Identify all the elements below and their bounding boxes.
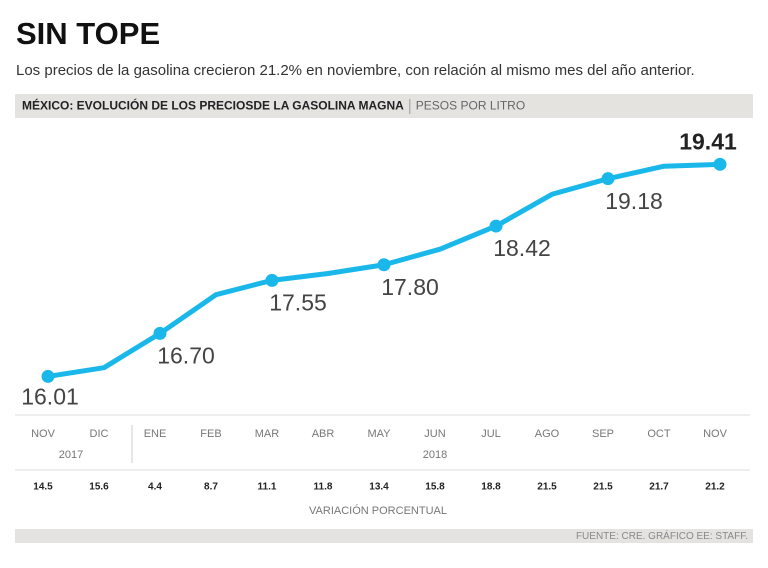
variation-value: 15.6 xyxy=(89,482,109,493)
data-label: 16.01 xyxy=(21,384,79,410)
header-bar xyxy=(15,94,753,118)
variation-title: VARIACIÓN PORCENTUAL xyxy=(309,504,447,517)
chart-title: SIN TOPE xyxy=(16,16,160,51)
x-tick-label: OCT xyxy=(647,428,671,440)
variation-value: 13.4 xyxy=(369,482,389,493)
data-point xyxy=(601,172,615,186)
data-point xyxy=(153,326,167,340)
variation-value: 11.1 xyxy=(258,482,277,493)
unit-label: PESOS POR LITRO xyxy=(416,99,525,113)
x-tick-label: DIC xyxy=(90,428,109,440)
data-label: 16.70 xyxy=(157,342,215,368)
x-tick-label: NOV xyxy=(703,428,728,440)
variation-value: 21.2 xyxy=(705,482,725,493)
year-label: 2018 xyxy=(423,449,447,461)
x-tick-label: MAY xyxy=(367,428,391,440)
data-point xyxy=(265,273,279,287)
variation-value: 11.8 xyxy=(314,482,333,493)
data-label: 17.80 xyxy=(381,274,439,300)
data-point xyxy=(489,219,503,233)
variation-value: 8.7 xyxy=(204,482,218,493)
x-tick-label: NOV xyxy=(31,428,56,440)
x-tick-label: AGO xyxy=(535,428,560,440)
footer-bar xyxy=(15,529,753,543)
variation-value: 18.8 xyxy=(481,482,501,493)
x-tick-label: JUN xyxy=(424,428,445,440)
data-point xyxy=(713,157,727,171)
x-tick-label: MAR xyxy=(255,428,280,440)
year-label: 2017 xyxy=(59,449,83,461)
variation-value: 21.7 xyxy=(649,482,669,493)
variation-value: 21.5 xyxy=(537,482,557,493)
data-label: 18.42 xyxy=(493,235,551,261)
header: MÉXICO: EVOLUCIÓN DE LOS PRECIOSDE LA GA… xyxy=(22,98,404,113)
variation-value: 15.8 xyxy=(425,482,445,493)
data-point xyxy=(41,369,55,383)
variation-value: 14.5 xyxy=(33,482,53,493)
data-point xyxy=(377,258,391,272)
source: FUENTE: CRE. GRÁFICO EE: STAFF. xyxy=(576,529,748,542)
x-tick-label: JUL xyxy=(481,428,501,440)
x-tick-label: SEP xyxy=(592,428,614,440)
x-tick-label: FEB xyxy=(200,428,221,440)
x-tick-label: ENE xyxy=(144,428,167,440)
x-tick-label: ABR xyxy=(312,428,335,440)
variation-value: 4.4 xyxy=(148,482,162,493)
data-label: 19.18 xyxy=(605,188,663,214)
data-label: 19.41 xyxy=(679,128,737,154)
subtitle: Los precios de la gasolina crecieron 21.… xyxy=(16,62,695,79)
data-label: 17.55 xyxy=(269,289,327,315)
variation-value: 21.5 xyxy=(593,482,613,493)
